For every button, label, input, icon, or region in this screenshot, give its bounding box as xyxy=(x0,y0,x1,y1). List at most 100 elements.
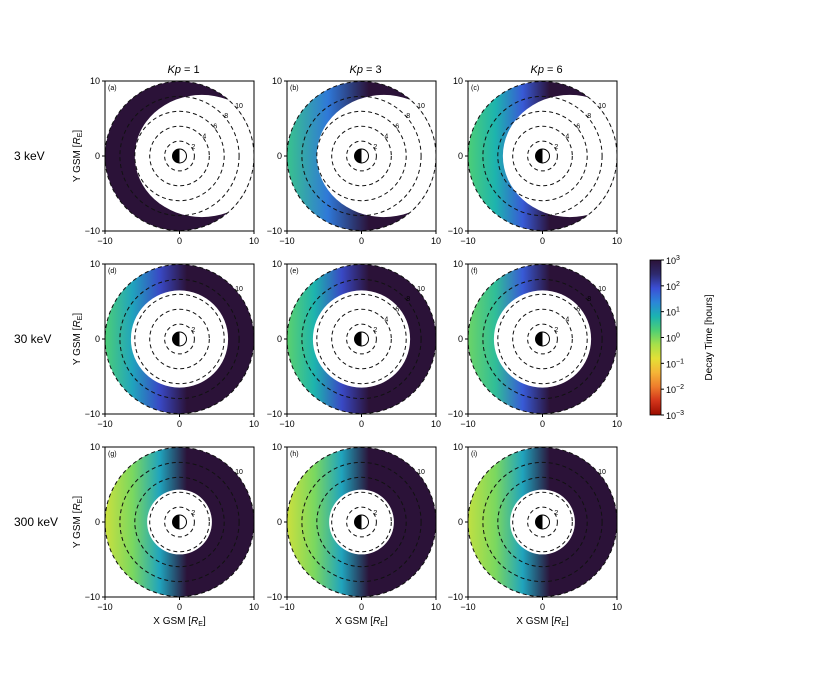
y-axis-label-sub: E xyxy=(77,315,84,320)
contour-circle xyxy=(316,110,407,202)
y-tick-label: −10 xyxy=(85,409,100,419)
y-tick-label: 0 xyxy=(95,334,100,344)
y-tick-label: 0 xyxy=(95,517,100,527)
contour-circle xyxy=(119,278,240,400)
colorbar-tick-exp: 2 xyxy=(676,281,680,288)
contour-label: 10 xyxy=(235,103,243,110)
colorbar-tick-exp: −2 xyxy=(676,384,684,391)
contour-label: 6 xyxy=(395,123,399,130)
contour-circle xyxy=(149,125,210,187)
contour-circle xyxy=(164,140,195,172)
no-data-region xyxy=(316,94,436,218)
x-tick-label: −10 xyxy=(97,419,112,429)
contour-circle xyxy=(497,476,588,568)
x-tick-label: 10 xyxy=(249,236,259,246)
y-tick-label: 10 xyxy=(272,76,282,86)
x-tick-label: −10 xyxy=(97,602,112,612)
contour-circle xyxy=(331,491,392,553)
y-axis-label-sym: R xyxy=(72,137,83,144)
earth-night-icon xyxy=(354,149,362,163)
y-tick-label: 0 xyxy=(277,334,282,344)
contour-circle xyxy=(331,308,392,370)
contour-label: 2 xyxy=(191,510,195,517)
panel-label: (d) xyxy=(108,268,117,275)
colorbar-tick-base: 10 xyxy=(666,334,676,344)
x-axis-label: X GSM [RE] xyxy=(516,616,569,628)
contour-circle xyxy=(482,95,603,217)
y-tick-label: −10 xyxy=(448,226,463,236)
y-axis-label-sub: E xyxy=(77,132,84,137)
colorbar-tick-label: 101 xyxy=(666,307,680,318)
x-axis-label: X GSM [RE] xyxy=(335,616,388,628)
contour-label: 10 xyxy=(417,103,425,110)
colorbar-tick-base: 10 xyxy=(666,308,676,318)
contour-circle xyxy=(134,110,225,202)
contour-circle xyxy=(346,140,377,172)
earth-night-icon xyxy=(535,332,543,346)
y-axis-label-text: Y GSM [ xyxy=(72,510,83,548)
contour-circle xyxy=(482,461,603,583)
colorbar-tick-exp: −1 xyxy=(676,358,684,365)
x-axis-label-end: ] xyxy=(203,616,206,627)
contour-label: 4 xyxy=(384,317,388,324)
contour-circle xyxy=(497,293,588,385)
panel-label: (c) xyxy=(471,85,479,92)
contour-label: 10 xyxy=(235,286,243,293)
earth-night-icon xyxy=(535,515,543,529)
contour-label: 10 xyxy=(417,469,425,476)
y-axis-label-end: ] xyxy=(72,313,83,316)
x-axis-label-end: ] xyxy=(385,616,388,627)
y-tick-label: −10 xyxy=(267,592,282,602)
x-axis-label-sym: R xyxy=(191,616,198,627)
x-axis-label-text: X GSM [ xyxy=(153,616,191,627)
decay-field xyxy=(287,81,436,231)
column-title-kp: Kp xyxy=(350,64,363,76)
colorbar-tick-label: 103 xyxy=(666,255,680,266)
contour-circle xyxy=(527,506,558,538)
contour-label: 4 xyxy=(202,134,206,141)
contour-circle xyxy=(164,506,195,538)
contour-circle xyxy=(301,95,422,217)
colorbar-tick-exp: 3 xyxy=(676,255,680,262)
x-tick-label: 10 xyxy=(249,602,259,612)
y-tick-label: 10 xyxy=(90,259,100,269)
y-axis-label-end: ] xyxy=(72,496,83,499)
x-tick-label: 10 xyxy=(249,419,259,429)
panel-label: (b) xyxy=(290,85,299,92)
contour-label: 2 xyxy=(373,144,377,151)
contour-label: 2 xyxy=(554,327,558,334)
x-tick-label: −10 xyxy=(460,602,475,612)
earth-night-icon xyxy=(172,332,180,346)
earth-night-icon xyxy=(354,515,362,529)
y-tick-label: 0 xyxy=(458,334,463,344)
contour-label: 10 xyxy=(598,103,606,110)
contour-label: 2 xyxy=(191,327,195,334)
x-tick-label: 0 xyxy=(359,419,364,429)
panel: 2 10 (h) −10 0 10 10 0 −10 X GSM [RE] xyxy=(267,442,441,628)
contour-circle xyxy=(164,323,195,355)
contour-label: 8 xyxy=(406,113,410,120)
y-tick-label: −10 xyxy=(267,409,282,419)
colorbar-tick-base: 10 xyxy=(666,282,676,292)
panel-label: (f) xyxy=(471,268,478,275)
contour-label: 2 xyxy=(373,327,377,334)
y-tick-label: 0 xyxy=(277,151,282,161)
contour-circle xyxy=(149,491,210,553)
row-label: 30 keV xyxy=(14,332,51,346)
colorbar-tick-base: 10 xyxy=(666,411,676,421)
panel-label: (a) xyxy=(108,85,117,92)
x-tick-label: −10 xyxy=(279,602,294,612)
colorbar-tick-label: 10−3 xyxy=(666,410,684,421)
y-axis-label-sym: R xyxy=(72,320,83,327)
decay-field xyxy=(468,81,617,231)
contour-circle xyxy=(301,461,422,583)
colorbar-tick-base: 10 xyxy=(666,359,676,369)
y-tick-label: −10 xyxy=(85,592,100,602)
x-axis-label-text: X GSM [ xyxy=(516,616,554,627)
x-tick-label: 0 xyxy=(540,236,545,246)
contour-circle xyxy=(527,323,558,355)
contour-label: 6 xyxy=(395,306,399,313)
column-title: Kp = 3 xyxy=(350,64,382,76)
